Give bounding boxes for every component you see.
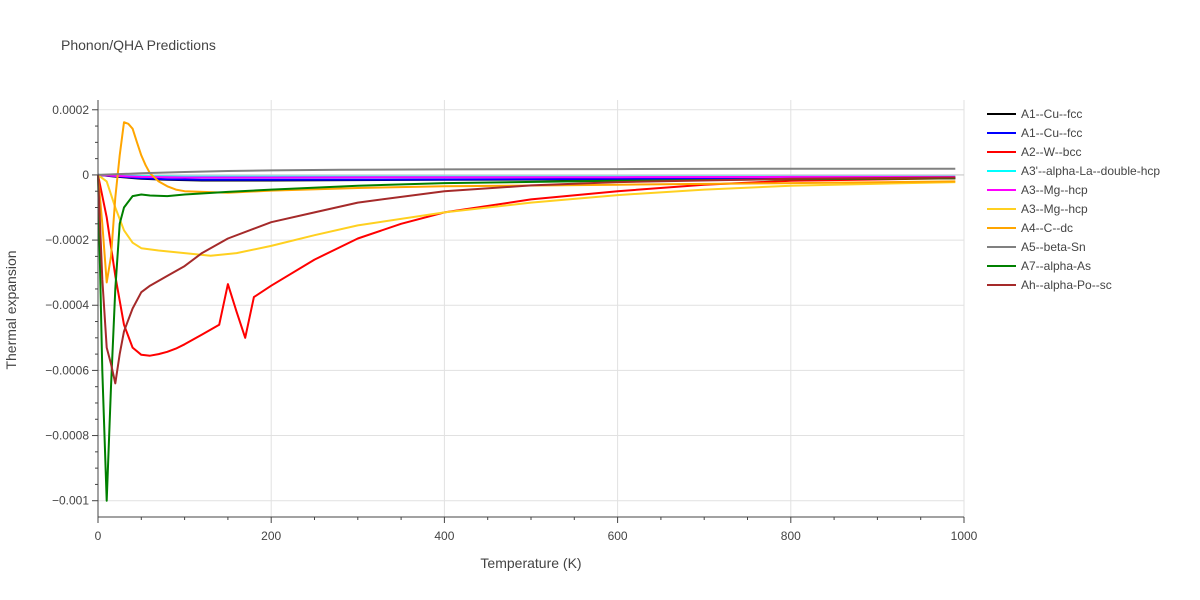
x-tick-label: 0 [95, 529, 102, 543]
legend-item[interactable]: A4--C--dc [987, 221, 1073, 235]
y-tick-label: 0.0002 [52, 103, 89, 117]
plot-area[interactable] [97, 121, 956, 502]
y-tick-label: −0.0002 [45, 233, 89, 247]
legend-label: A2--W--bcc [1021, 145, 1081, 159]
legend-item[interactable]: A1--Cu--fcc [987, 107, 1082, 121]
grid [98, 100, 965, 517]
series-line-6[interactable] [97, 174, 956, 257]
y-tick-label: −0.0006 [45, 363, 89, 377]
y-tick-label: −0.0004 [45, 298, 89, 312]
series-line-10[interactable] [97, 174, 956, 385]
series-line-8[interactable] [97, 167, 956, 176]
legend[interactable]: A1--Cu--fcc A1--Cu--fcc A2--W--bcc A3'--alp… [987, 107, 1160, 292]
legend-label: A1--Cu--fcc [1021, 126, 1082, 140]
legend-item[interactable]: A2--W--bcc [987, 145, 1081, 159]
y-tick-label: −0.0008 [45, 429, 89, 443]
series-line-7[interactable] [97, 121, 956, 284]
x-tick-label: 400 [434, 529, 454, 543]
legend-item[interactable]: Ah--alpha-Po--sc [987, 278, 1112, 292]
legend-label: A3--Mg--hcp [1021, 202, 1088, 216]
y-axis-title: Thermal expansion [3, 250, 19, 369]
series-line-9[interactable] [97, 174, 956, 502]
y-tick-label: −0.001 [52, 494, 89, 508]
legend-label: A3--Mg--hcp [1021, 183, 1088, 197]
x-tick-label: 800 [781, 529, 801, 543]
x-axis-title: Temperature (K) [480, 555, 581, 571]
legend-label: A7--alpha-As [1021, 259, 1091, 273]
chart-title: Phonon/QHA Predictions [61, 37, 216, 53]
legend-item[interactable]: A3--Mg--hcp [987, 183, 1088, 197]
x-tick-label: 1000 [951, 529, 978, 543]
series-line-5[interactable] [97, 173, 956, 179]
legend-item[interactable]: A3'--alpha-La--double-hcp [987, 164, 1160, 178]
legend-item[interactable]: A5--beta-Sn [987, 240, 1086, 254]
axes: 0 200 400 600 800 1000 0.0002 0 −0.0002 −0.0004 −0… [45, 100, 978, 543]
legend-item[interactable]: A7--alpha-As [987, 259, 1091, 273]
legend-label: A1--Cu--fcc [1021, 107, 1082, 121]
series-line-3[interactable] [97, 174, 956, 357]
x-tick-label: 200 [261, 529, 281, 543]
legend-label: A5--beta-Sn [1021, 240, 1086, 254]
legend-item[interactable]: A3--Mg--hcp [987, 202, 1088, 216]
y-tick-label: 0 [82, 168, 89, 182]
x-tick-label: 600 [608, 529, 628, 543]
legend-label: Ah--alpha-Po--sc [1021, 278, 1112, 292]
legend-label: A4--C--dc [1021, 221, 1073, 235]
legend-item[interactable]: A1--Cu--fcc [987, 126, 1082, 140]
legend-label: A3'--alpha-La--double-hcp [1021, 164, 1160, 178]
